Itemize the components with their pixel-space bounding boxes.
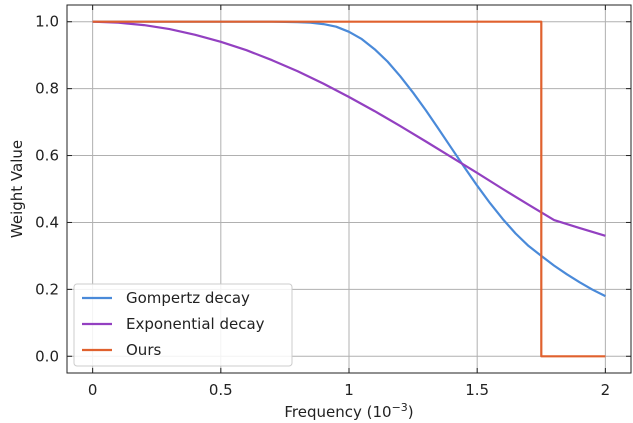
y-tick-label: 0.8 xyxy=(35,80,59,98)
x-axis-title-close: ) xyxy=(408,403,414,421)
x-tick-label: 0 xyxy=(88,381,98,399)
y-axis-title: Weight Value xyxy=(8,140,26,238)
legend-label: Gompertz decay xyxy=(126,289,250,307)
legend: Gompertz decay Exponential decay Ours xyxy=(73,283,293,367)
y-tick-label: 0.2 xyxy=(35,280,59,298)
legend-label: Exponential decay xyxy=(126,315,265,333)
series-line-exponential-decay xyxy=(92,20,606,237)
ticks xyxy=(67,5,631,373)
x-tick-label: 1 xyxy=(344,381,354,399)
y-tick-label: 1.0 xyxy=(35,13,59,31)
y-tick-label: 0.4 xyxy=(35,213,59,231)
y-tick-label: 0.0 xyxy=(35,347,59,365)
legend-box xyxy=(73,283,293,367)
x-axis-title: Frequency (10−3) xyxy=(284,401,413,421)
series-group xyxy=(92,20,606,358)
tick-labels: 0 0.5 1 1.5 2 0.0 0.2 0.4 0.6 0.8 1.0 xyxy=(35,13,610,399)
x-tick-label: 1.5 xyxy=(465,381,489,399)
y-tick-label: 0.6 xyxy=(35,147,59,165)
legend-label: Ours xyxy=(126,341,161,359)
series-line-ours xyxy=(92,20,606,358)
x-axis-title-main: Frequency (10 xyxy=(284,403,391,421)
x-tick-label: 0.5 xyxy=(209,381,233,399)
x-tick-label: 2 xyxy=(601,381,611,399)
x-axis-title-exponent: −3 xyxy=(392,401,408,414)
